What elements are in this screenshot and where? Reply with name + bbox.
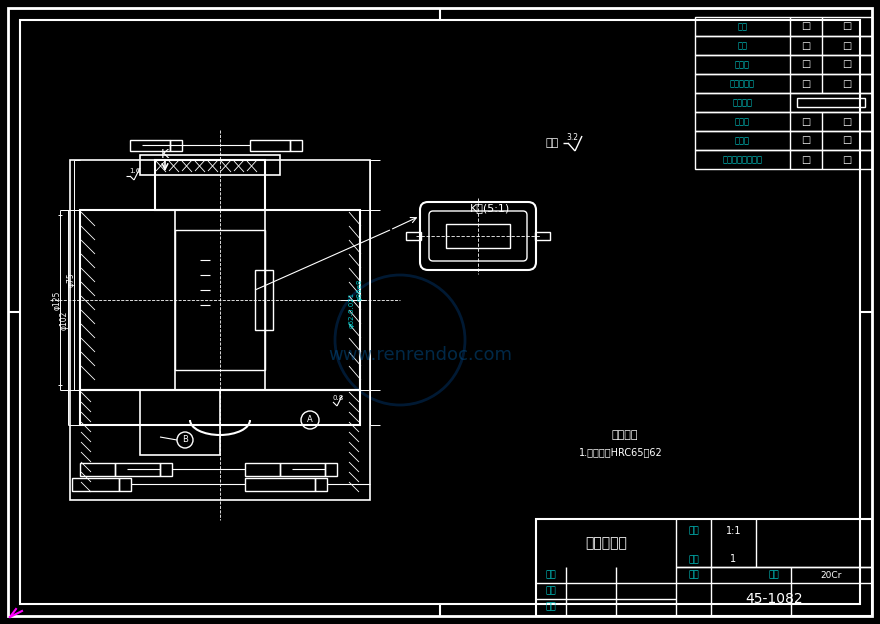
Text: □: □ [802, 21, 810, 31]
Bar [175, 230, 265, 370]
Text: K: K [161, 147, 169, 160]
Text: □: □ [802, 117, 810, 127]
Bar [115, 463, 160, 476]
Bar [695, 131, 872, 150]
Bar [170, 140, 182, 151]
Bar [70, 160, 370, 500]
Text: 45-1082: 45-1082 [745, 592, 803, 606]
Bar [250, 140, 290, 151]
Text: 技术要求: 技术要求 [612, 430, 638, 440]
Text: □: □ [842, 41, 852, 51]
Bar [315, 478, 327, 491]
Bar [255, 270, 273, 330]
Text: 重量: 重量 [688, 570, 699, 580]
Bar [325, 463, 337, 476]
Bar [280, 463, 325, 476]
Text: A: A [307, 416, 313, 424]
Bar [446, 224, 510, 248]
FancyBboxPatch shape [420, 202, 536, 270]
Bar [119, 478, 131, 491]
Bar [695, 17, 872, 36]
Text: 1.渗碳淬火HRC65～62: 1.渗碳淬火HRC65～62 [579, 447, 663, 457]
Bar [140, 425, 220, 455]
Text: 设计: 设计 [546, 570, 556, 580]
Text: 校对: 校对 [546, 587, 556, 595]
Bar [535, 232, 550, 240]
Text: □: □ [802, 155, 810, 165]
Bar [406, 232, 421, 240]
Text: 审核: 审核 [546, 603, 556, 612]
Text: 跨齿数: 跨齿数 [735, 136, 750, 145]
Bar [695, 36, 872, 55]
Bar [797, 98, 865, 107]
Text: 模数: 模数 [737, 41, 747, 50]
Text: B: B [182, 436, 188, 444]
Text: φ102: φ102 [60, 310, 69, 329]
Bar [245, 463, 280, 476]
Bar [72, 478, 119, 491]
Text: 公差跨长量变动量: 公差跨长量变动量 [722, 155, 762, 164]
Text: 1.6: 1.6 [129, 168, 141, 174]
Bar [80, 390, 360, 425]
Text: 压力角: 压力角 [735, 60, 750, 69]
Text: K向(5:1): K向(5:1) [470, 203, 510, 213]
Text: □: □ [802, 135, 810, 145]
Text: 精度等级: 精度等级 [732, 98, 752, 107]
Bar [80, 463, 115, 476]
Text: □: □ [802, 41, 810, 51]
Text: 齿顶高系数: 齿顶高系数 [730, 79, 755, 88]
Bar [695, 150, 872, 169]
Bar [695, 55, 872, 74]
Bar [155, 160, 265, 210]
Text: 公差级: 公差级 [735, 117, 750, 126]
Text: □: □ [842, 79, 852, 89]
Bar [290, 140, 302, 151]
Text: 中间轴齿轮: 中间轴齿轮 [585, 536, 627, 550]
Text: φ75: φ75 [67, 273, 76, 288]
Bar [536, 519, 872, 616]
Text: 齿数: 齿数 [737, 22, 747, 31]
Text: □: □ [842, 59, 852, 69]
Text: 材料: 材料 [768, 570, 779, 580]
Text: 1: 1 [730, 555, 737, 565]
Text: 件数: 件数 [688, 555, 699, 564]
Text: □: □ [842, 155, 852, 165]
Text: □: □ [802, 79, 810, 89]
Text: φ125: φ125 [53, 290, 62, 310]
Bar [140, 155, 280, 175]
Text: 比例: 比例 [688, 526, 699, 535]
Text: 3.2: 3.2 [566, 134, 578, 142]
Text: □: □ [842, 135, 852, 145]
Bar [80, 210, 360, 390]
Bar [695, 93, 872, 112]
Bar [140, 390, 220, 425]
Bar [695, 74, 872, 93]
Bar [130, 140, 170, 151]
Text: □: □ [802, 59, 810, 69]
Text: φ62-0.021: φ62-0.021 [349, 292, 355, 328]
Text: www.renrendoc.com: www.renrendoc.com [328, 346, 512, 364]
Text: 1:1: 1:1 [726, 525, 741, 535]
Bar [695, 112, 872, 131]
Bar [245, 478, 315, 491]
Text: □: □ [842, 117, 852, 127]
Text: φ86e8: φ86e8 [357, 279, 363, 301]
Text: 0.8: 0.8 [333, 395, 343, 401]
Bar [160, 463, 172, 476]
Text: 20Cr: 20Cr [821, 570, 842, 580]
Text: 其余: 其余 [546, 138, 559, 148]
Text: □: □ [842, 21, 852, 31]
